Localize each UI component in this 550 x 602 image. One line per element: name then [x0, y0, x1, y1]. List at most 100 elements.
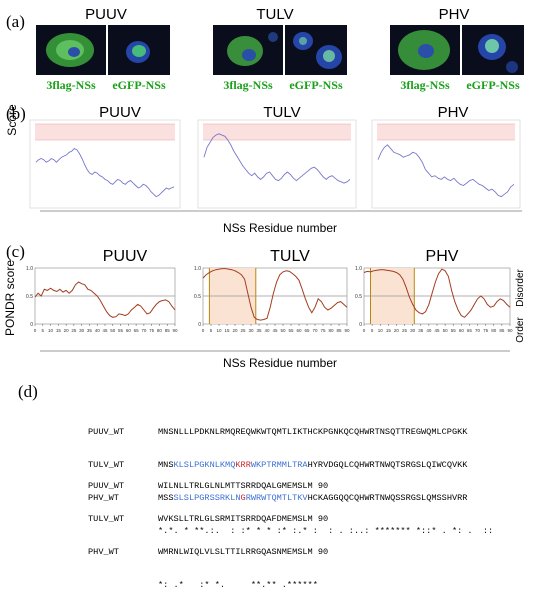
panel-a-title-phv: PHV	[438, 6, 470, 23]
x-tick-label: 10	[48, 328, 54, 333]
seq-phv-1b: SLSLPGRSSRKLN	[173, 493, 241, 503]
x-tick-label: 30	[248, 328, 254, 333]
y-tick-label: 0	[359, 322, 362, 328]
seq-tulv-2: WVKSLLTRLGLSRMITSRRDQAFDMEMSLM 90	[158, 514, 329, 524]
x-tick-label: 5	[42, 328, 45, 333]
img-label-phv-egfp: eGFP-NSs	[466, 78, 520, 92]
x-tick-label: 85	[165, 328, 171, 333]
y-tick-label: 0.5	[355, 294, 362, 300]
panel-c-label: (c)	[6, 242, 25, 261]
x-tick-label: 90	[507, 328, 513, 333]
micrograph-puuv-egfp	[108, 25, 170, 75]
panel-c-chart-puuv: 00.51.00 5 10 15 20 25 30 35 40 45 50 55 60 65 70 75 80 8…	[26, 266, 178, 333]
seq-phv-1d: RWRWTQMTLTKV	[245, 493, 308, 503]
panel-b-title-tulv: TULV	[263, 104, 301, 121]
panel-c-disorder-label: Disorder	[515, 269, 526, 307]
panel-b-chart-puuv	[29, 119, 181, 209]
x-tick-label: 45	[434, 328, 440, 333]
micrograph-tulv-3flag	[213, 25, 283, 75]
img-label-puuv-3flag: 3flag-NSs	[46, 78, 96, 92]
panel-c-ylabel: PONDR score	[3, 260, 17, 337]
series-line	[203, 133, 351, 184]
x-tick-label: 15	[224, 328, 230, 333]
x-tick-label: 0	[202, 328, 205, 333]
x-tick-label: 75	[320, 328, 326, 333]
consensus-2: *: .* :* *. **.** .******	[158, 580, 318, 590]
seq-tulv-1b: KLSLPGKNLKMQ	[173, 460, 236, 470]
x-tick-label: 20	[232, 328, 238, 333]
seq-phv-1e: HCKAGGQQCQHWRTNWQSSRGSLQMSSHVRR	[307, 493, 468, 503]
highlight-band	[377, 124, 515, 140]
x-tick-label: 40	[426, 328, 432, 333]
x-tick-label: 80	[491, 328, 497, 333]
seq-phv-2: WMRNLWIQLVLSLTTILRRGQASNMEMSLM 90	[158, 547, 329, 557]
panel-c-title-phv: PHV	[425, 248, 459, 265]
seq-name: PUUV_WT	[88, 427, 125, 437]
panel-b-title-puuv: PUUV	[99, 104, 141, 121]
x-tick-label: 20	[64, 328, 70, 333]
seq-name: TULV_WT	[88, 460, 125, 470]
x-tick-label: 25	[71, 328, 77, 333]
x-tick-label: 75	[483, 328, 489, 333]
x-tick-label: 40	[264, 328, 270, 333]
x-tick-label: 45	[102, 328, 108, 333]
panel-c-chart-phv: 00.51.00 5 10 15 20 25 30 35 40 45 50 55 60 65 70 75 80 8…	[355, 266, 513, 333]
x-tick-label: 55	[451, 328, 457, 333]
micrograph-puuv-3flag	[36, 25, 106, 75]
x-tick-label: 5	[210, 328, 213, 333]
panel-b-title-phv: PHV	[437, 104, 469, 121]
highlight-band	[35, 124, 175, 140]
x-tick-label: 40	[95, 328, 101, 333]
img-label-tulv-egfp: eGFP-NSs	[289, 78, 343, 92]
x-tick-label: 35	[87, 328, 93, 333]
x-tick-label: 55	[288, 328, 294, 333]
img-label-puuv-egfp: eGFP-NSs	[112, 78, 166, 92]
seq-puuv-2: WILNLLTRLGLNLMTTSRRDQALGMEMSLM 90	[158, 481, 329, 491]
x-tick-label: 50	[443, 328, 449, 333]
y-tick-label: 1.0	[26, 266, 33, 272]
panel-c-order-label: Order	[515, 317, 526, 343]
x-tick-label: 20	[394, 328, 400, 333]
x-tick-label: 70	[312, 328, 318, 333]
seq-tulv-1a: MNS	[158, 460, 174, 470]
panel-a-label: (a)	[6, 12, 25, 31]
x-tick-label: 10	[378, 328, 384, 333]
panel-a-title-tulv: TULV	[256, 6, 294, 23]
seq-tulv-1e: HYRVDGQLCQHWRTNWQTSRGSLQIWCQVKK	[307, 460, 468, 470]
panel-c-title-puuv: PUUV	[102, 248, 148, 265]
img-label-tulv-3flag: 3flag-NSs	[223, 78, 273, 92]
series-line	[35, 148, 175, 198]
panel-c-title-tulv: TULV	[270, 248, 310, 265]
x-tick-label: 30	[79, 328, 85, 333]
x-tick-label: 35	[418, 328, 424, 333]
x-tick-label: 80	[328, 328, 334, 333]
x-tick-label: 25	[240, 328, 246, 333]
y-tick-label: 1.0	[355, 266, 362, 272]
y-tick-label: 0.5	[194, 294, 201, 300]
highlight-band	[203, 124, 351, 140]
seq-name: TULV_WT	[88, 514, 125, 524]
x-tick-label: 5	[371, 328, 374, 333]
micrograph-phv-egfp	[462, 25, 524, 75]
x-tick-label: 45	[272, 328, 278, 333]
panel-b-chart-phv	[371, 119, 521, 209]
x-tick-label: 85	[499, 328, 505, 333]
x-tick-label: 0	[363, 328, 366, 333]
x-tick-label: 65	[304, 328, 310, 333]
panel-c-xlabel: NSs Residue number	[222, 356, 338, 370]
y-tick-label: 0	[198, 322, 201, 328]
series-line	[34, 281, 176, 318]
panel-b-label: (b)	[6, 104, 26, 123]
panel-b-chart-tulv	[197, 119, 357, 209]
seq-name: PUUV_WT	[88, 481, 125, 491]
panel-b-charts: 00.51.00 5 10 15 20 25 30 35 40 45 50 55 60 65 70 75 80 8…	[26, 119, 522, 352]
seq-tulv-1c: KRR	[235, 460, 251, 470]
x-tick-label: 70	[475, 328, 481, 333]
x-tick-label: 80	[157, 328, 163, 333]
x-tick-label: 75	[149, 328, 155, 333]
x-tick-label: 15	[56, 328, 62, 333]
x-tick-label: 65	[134, 328, 140, 333]
micrograph-tulv-egfp	[285, 25, 347, 75]
x-tick-label: 0	[34, 328, 37, 333]
x-tick-label: 70	[141, 328, 147, 333]
